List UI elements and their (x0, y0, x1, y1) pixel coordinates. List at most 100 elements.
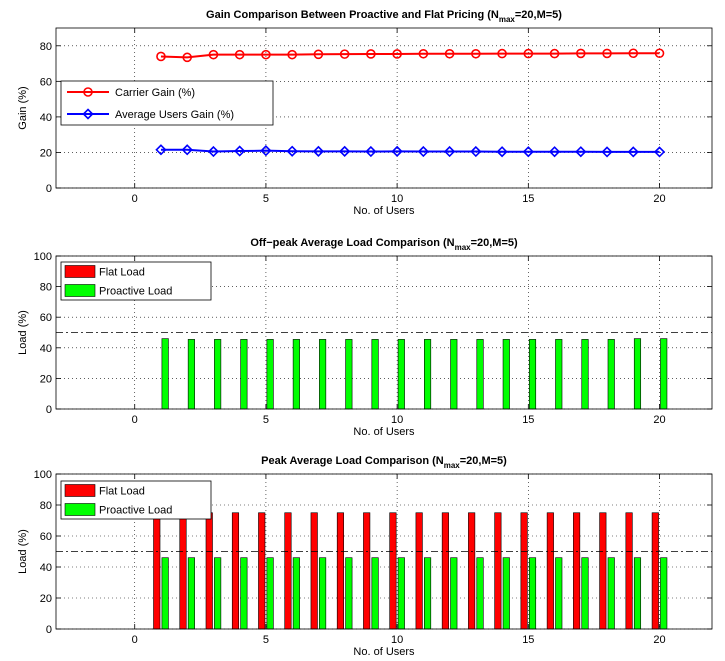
y-tick-label: 40 (40, 112, 52, 124)
bar (476, 557, 484, 630)
y-tick-label: 20 (40, 147, 52, 159)
bar (494, 512, 502, 630)
x-tick-label: 10 (391, 414, 403, 426)
y-tick-label: 0 (46, 404, 52, 416)
x-tick-label: 0 (132, 193, 138, 205)
bar (397, 339, 405, 410)
bar (187, 557, 195, 630)
y-tick-label: 80 (40, 500, 52, 512)
bar (450, 557, 458, 630)
bar (502, 557, 510, 630)
bar (292, 557, 300, 630)
legend-label: Proactive Load (99, 505, 172, 517)
y-axis-label: Gain (%) (17, 86, 29, 129)
legend-marker (83, 87, 93, 97)
y-tick-label: 60 (40, 312, 52, 324)
y-tick-label: 60 (40, 531, 52, 543)
bar (319, 557, 327, 630)
data-point (497, 48, 507, 59)
data-point (339, 145, 351, 158)
x-axis-label: No. of Users (353, 426, 415, 438)
x-tick-label: 15 (522, 193, 534, 205)
data-point (391, 145, 403, 158)
bar (161, 338, 169, 410)
x-tick-label: 15 (522, 634, 534, 646)
y-tick-label: 20 (40, 593, 52, 605)
bar (319, 339, 327, 410)
x-tick-label: 20 (653, 193, 665, 205)
data-point (234, 145, 246, 157)
bar (633, 557, 642, 630)
y-tick-label: 40 (40, 562, 52, 574)
data-point (156, 51, 166, 62)
data-point (418, 48, 429, 59)
bar (424, 557, 432, 630)
y-tick-label: 80 (40, 282, 52, 294)
data-point (602, 48, 612, 59)
bar (528, 557, 537, 630)
chart-panel-3: 0 5 10 15 20 0 20 40 60 80 100 No. of Users Load (%)… (17, 455, 713, 658)
chart-title-main: Peak Average Load Comparison (N (261, 455, 444, 467)
legend-label: Flat Load (99, 486, 145, 498)
legend-label: Flat Load (99, 267, 145, 279)
data-point (392, 49, 402, 59)
y-tick-label: 60 (40, 76, 52, 88)
data-point (627, 146, 639, 158)
bar (371, 339, 379, 410)
data-point (654, 48, 665, 59)
chart-title-subscript: max (444, 461, 461, 470)
bar (345, 557, 353, 630)
x-axis-label: No. of Users (353, 205, 415, 217)
bar (266, 339, 274, 410)
chart-title-main: Off−peak Average Load Comparison (N (250, 237, 454, 249)
data-point (260, 145, 272, 157)
bar (179, 512, 187, 630)
chart-title-subscript: max (455, 243, 472, 252)
chart-title-main: Gain Comparison Between Proactive and Fl… (206, 9, 499, 21)
bar (397, 557, 405, 630)
y-tick-label: 40 (40, 343, 52, 355)
x-tick-label: 0 (132, 414, 138, 426)
legend-label: Proactive Load (99, 286, 172, 298)
bar (240, 339, 248, 410)
bar (450, 339, 458, 410)
data-point (366, 49, 376, 59)
chart-title-tail: =20,M=5) (460, 455, 507, 467)
legend-swatch (64, 503, 96, 516)
legend-swatch (64, 284, 96, 297)
bar (599, 512, 607, 630)
bar (424, 339, 432, 410)
x-tick-label: 10 (391, 634, 403, 646)
legend: Flat Load Proactive Load (60, 480, 212, 520)
bar (214, 557, 222, 630)
data-point (207, 145, 220, 158)
data-point (470, 145, 482, 158)
bar (651, 512, 659, 630)
bar (310, 512, 318, 630)
x-tick-label: 15 (522, 414, 534, 426)
chart-panel-2: 0 5 10 15 20 0 20 40 60 80 100 No. of Users Load (%)… (17, 237, 713, 438)
legend: Flat Load Proactive Load (60, 261, 212, 301)
x-tick-label: 0 (132, 634, 138, 646)
bar (266, 557, 274, 630)
bar (607, 339, 615, 410)
bar (153, 512, 161, 630)
x-tick-label: 5 (263, 414, 269, 426)
y-axis-label: Load (%) (17, 310, 29, 355)
data-point (443, 145, 456, 158)
x-tick-label: 20 (653, 634, 665, 646)
data-point (471, 48, 481, 59)
legend-marker (82, 108, 94, 120)
bar (468, 512, 476, 630)
data-point (286, 145, 298, 157)
y-tick-label: 100 (34, 251, 52, 263)
bar (476, 339, 484, 410)
legend-swatch (64, 265, 96, 278)
bar (660, 338, 668, 410)
axes-box (55, 255, 713, 410)
bar (214, 339, 222, 410)
data-point (575, 48, 586, 59)
bar (363, 512, 371, 630)
bar (161, 557, 169, 630)
